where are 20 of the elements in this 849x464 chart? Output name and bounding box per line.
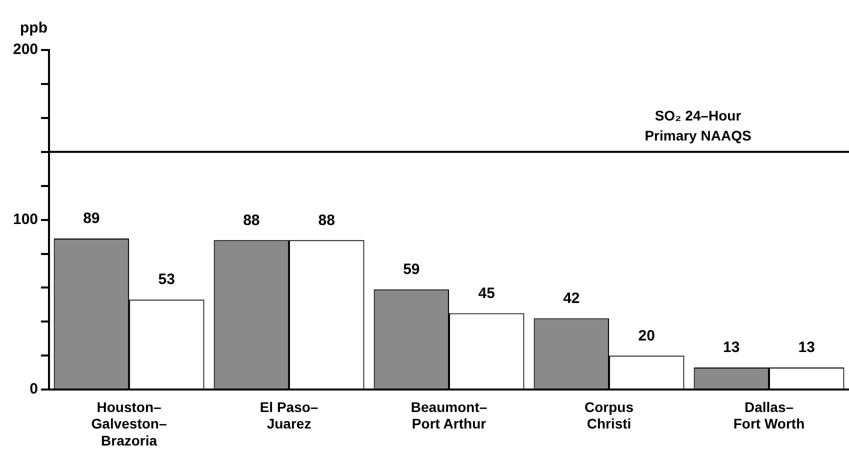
data-label: 45 [478,284,495,302]
y-tick-label: 200 [12,41,38,58]
data-label: 13 [798,339,815,356]
x-tick-label: El Paso– Juarez [260,398,318,432]
data-label: 13 [723,339,740,356]
y-tick-label: 0 [30,380,38,398]
data-label: 89 [83,210,100,228]
data-label: 53 [158,271,175,288]
x-tick-label: Corpus Christi [584,398,634,432]
x-tick-label: Beaumont– Port Arthur [410,398,488,432]
data-label: 88 [243,212,260,229]
y-axis-title: ppb [20,20,48,37]
data-label: 42 [563,290,580,307]
x-tick-label: Houston– Galveston– Brazoria [91,398,167,448]
data-label: 88 [318,212,335,229]
data-label: 20 [638,327,655,344]
y-tick-label: 100 [12,210,38,228]
data-label: 59 [403,261,420,278]
ref-line-label: SO₂ 24–Hour Primary NAAQS [644,108,752,144]
x-tick-label: Dallas– Fort Worth [733,398,805,432]
